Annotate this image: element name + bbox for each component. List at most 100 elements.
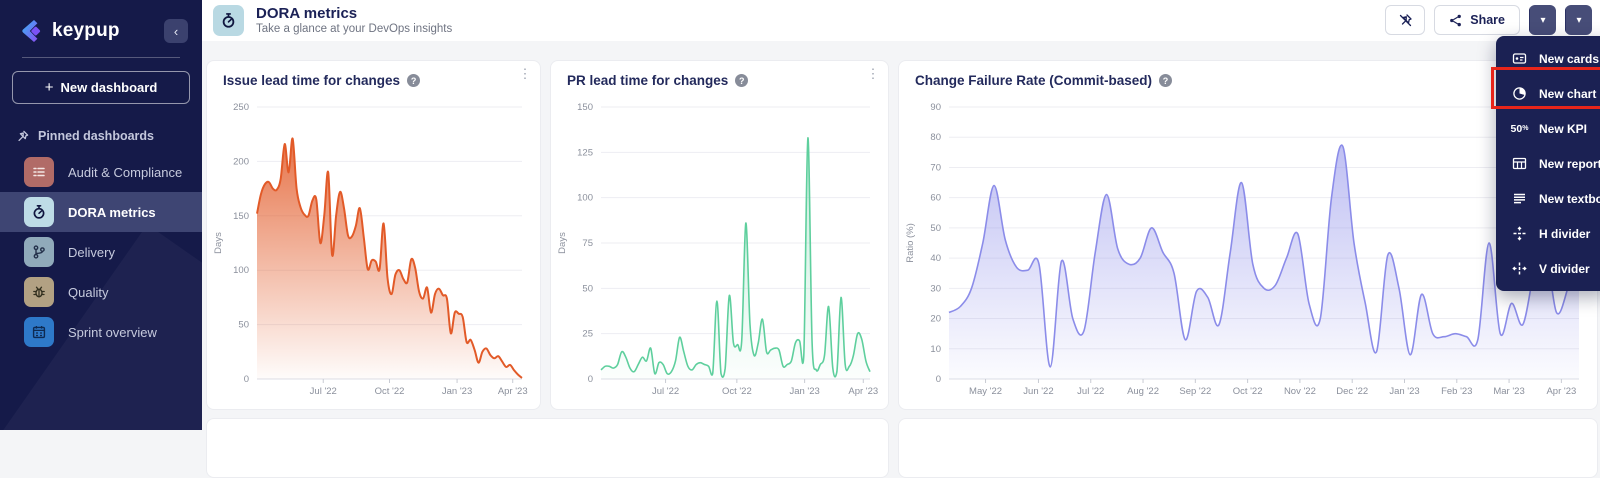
add-insight-caret-button[interactable]: ▾ bbox=[1565, 5, 1592, 35]
add-insight-split-button: + Add insight ▾ bbox=[1565, 5, 1592, 35]
change-failure-rate-chart: 0 10 20 30 40 50 60 70 80 90 May '22 Jun '22 Jul '22… bbox=[903, 97, 1589, 403]
menu-item-v-divider[interactable]: V divider bbox=[1496, 251, 1600, 286]
svg-text:40: 40 bbox=[930, 253, 941, 264]
sidebar: keypup ‹ + New dashboard Pinned dashboar… bbox=[0, 0, 202, 430]
card-next-row-left bbox=[206, 418, 889, 478]
svg-text:60: 60 bbox=[930, 193, 941, 204]
pr-lead-time-chart: 0 25 50 75 100 125 150 Jul '22 Oct '22 Jan '23 Apr… bbox=[555, 97, 880, 403]
menu-item-new-kpi[interactable]: 50% New KPI bbox=[1510, 121, 1588, 136]
svg-text:90: 90 bbox=[930, 102, 941, 113]
new-dashboard-button[interactable]: + New dashboard bbox=[12, 71, 190, 104]
svg-text:50: 50 bbox=[582, 283, 593, 294]
card-issue-lead-time: Issue lead time for changes ? ⋮ 0 50 100 15… bbox=[206, 60, 541, 410]
chart-title: PR lead time for changes bbox=[567, 73, 729, 88]
sidebar-item-dora-metrics[interactable]: DORA metrics bbox=[0, 192, 202, 232]
svg-text:Jun '22: Jun '22 bbox=[1023, 386, 1053, 397]
chart-title: Issue lead time for changes bbox=[223, 73, 401, 88]
card-pr-lead-time: PR lead time for changes ? ⋮ 0 25 50 75 100 1… bbox=[550, 60, 889, 410]
svg-text:Jan '23: Jan '23 bbox=[789, 386, 819, 397]
svg-text:Mar '23: Mar '23 bbox=[1493, 386, 1524, 397]
svg-text:Jan '23: Jan '23 bbox=[1389, 386, 1419, 397]
svg-text:250: 250 bbox=[233, 102, 249, 113]
keypup-logo-icon bbox=[22, 20, 41, 42]
svg-text:Aug '22: Aug '22 bbox=[1127, 386, 1159, 397]
sidebar-divider bbox=[22, 57, 180, 58]
sidebar-item-quality[interactable]: Quality bbox=[0, 272, 202, 312]
card-change-failure-rate: Change Failure Rate (Commit-based) ? ⋮ 0… bbox=[898, 60, 1598, 410]
unpin-dashboard-button[interactable] bbox=[1385, 5, 1426, 35]
svg-text:May '22: May '22 bbox=[969, 386, 1002, 397]
svg-text:200: 200 bbox=[233, 156, 249, 167]
menu-item-new-cards[interactable]: New cards bbox=[1496, 41, 1600, 76]
dashboard-gauge-icon bbox=[213, 5, 244, 36]
textbox-lines-icon bbox=[1511, 191, 1528, 206]
card-next-row-right bbox=[898, 418, 1598, 478]
pin-off-icon bbox=[1399, 13, 1412, 26]
share-button[interactable]: Share bbox=[1434, 5, 1520, 35]
dashboard-canvas: Issue lead time for changes ? ⋮ 0 50 100 15… bbox=[202, 41, 1600, 478]
sidebar-item-sprint-overview[interactable]: Sprint overview bbox=[0, 312, 202, 352]
menu-item-new-report[interactable]: New report bbox=[1496, 146, 1600, 181]
svg-text:70: 70 bbox=[930, 162, 941, 173]
chevron-down-icon: ▾ bbox=[1540, 14, 1546, 26]
svg-text:50: 50 bbox=[930, 223, 941, 234]
sidebar-nav: Audit & Compliance DORA metrics Delivery… bbox=[0, 152, 202, 352]
svg-text:Ratio (%): Ratio (%) bbox=[905, 223, 916, 263]
svg-text:20: 20 bbox=[930, 314, 941, 325]
page-header: DORA metrics Take a glance at your DevOp… bbox=[202, 0, 1600, 42]
svg-text:150: 150 bbox=[233, 211, 249, 222]
logo-row: keypup ‹ bbox=[18, 18, 188, 44]
svg-text:125: 125 bbox=[577, 147, 593, 158]
svg-text:Oct '22: Oct '22 bbox=[375, 386, 405, 397]
cards-icon bbox=[1511, 51, 1528, 66]
svg-text:Dec '22: Dec '22 bbox=[1336, 386, 1368, 397]
svg-text:50: 50 bbox=[238, 320, 249, 331]
kebab-menu-icon[interactable]: ⋮ bbox=[518, 66, 532, 81]
edit-dashboard-caret-button[interactable]: ▾ bbox=[1529, 5, 1556, 35]
svg-text:Days: Days bbox=[557, 232, 568, 254]
svg-text:Apr '23: Apr '23 bbox=[1546, 386, 1576, 397]
svg-text:Jan '23: Jan '23 bbox=[442, 386, 472, 397]
svg-text:Feb '23: Feb '23 bbox=[1441, 386, 1472, 397]
svg-text:Days: Days bbox=[213, 232, 224, 254]
sidebar-item-delivery[interactable]: Delivery bbox=[0, 232, 202, 272]
page-title: DORA metrics bbox=[256, 5, 358, 22]
kpi-50-percent-icon: 50% bbox=[1510, 122, 1529, 135]
svg-text:Oct '22: Oct '22 bbox=[1233, 386, 1263, 397]
chart-pie-icon bbox=[1511, 86, 1528, 101]
svg-text:100: 100 bbox=[577, 193, 593, 204]
h-divider-icon bbox=[1511, 226, 1528, 241]
svg-text:Jul '22: Jul '22 bbox=[1077, 386, 1104, 397]
svg-text:25: 25 bbox=[582, 329, 593, 340]
add-insight-menu: New cards New chart 50% New KPI New repo… bbox=[1496, 36, 1600, 291]
svg-text:30: 30 bbox=[930, 283, 941, 294]
menu-item-new-chart[interactable]: New chart bbox=[1496, 76, 1600, 111]
menu-item-new-textbox[interactable]: New textbox bbox=[1496, 181, 1600, 216]
svg-text:80: 80 bbox=[930, 132, 941, 143]
plus-icon: + bbox=[44, 79, 54, 96]
brand-name: keypup bbox=[52, 20, 120, 41]
svg-text:100: 100 bbox=[233, 265, 249, 276]
calendar-icon bbox=[24, 317, 54, 347]
branch-icon bbox=[24, 237, 54, 267]
report-table-icon bbox=[1511, 156, 1528, 171]
pin-icon bbox=[18, 130, 29, 141]
svg-text:0: 0 bbox=[936, 374, 941, 385]
bug-icon bbox=[24, 277, 54, 307]
menu-item-h-divider[interactable]: H divider bbox=[1496, 216, 1600, 251]
help-icon[interactable]: ? bbox=[407, 74, 421, 87]
page-subtitle: Take a glance at your DevOps insights bbox=[256, 23, 453, 35]
help-icon[interactable]: ? bbox=[1159, 74, 1173, 87]
kebab-menu-icon[interactable]: ⋮ bbox=[866, 66, 880, 81]
sidebar-item-audit-compliance[interactable]: Audit & Compliance bbox=[0, 152, 202, 192]
collapse-sidebar-button[interactable]: ‹ bbox=[164, 19, 188, 43]
svg-text:Apr '23: Apr '23 bbox=[498, 386, 528, 397]
svg-text:Apr '23: Apr '23 bbox=[848, 386, 878, 397]
svg-text:Jul '22: Jul '22 bbox=[310, 386, 337, 397]
pinned-dashboards-header: Pinned dashboards bbox=[16, 129, 154, 143]
svg-text:0: 0 bbox=[244, 374, 249, 385]
chart-title: Change Failure Rate (Commit-based) bbox=[915, 73, 1153, 88]
help-icon[interactable]: ? bbox=[735, 74, 749, 87]
svg-text:Nov '22: Nov '22 bbox=[1284, 386, 1316, 397]
list-check-icon bbox=[24, 157, 54, 187]
